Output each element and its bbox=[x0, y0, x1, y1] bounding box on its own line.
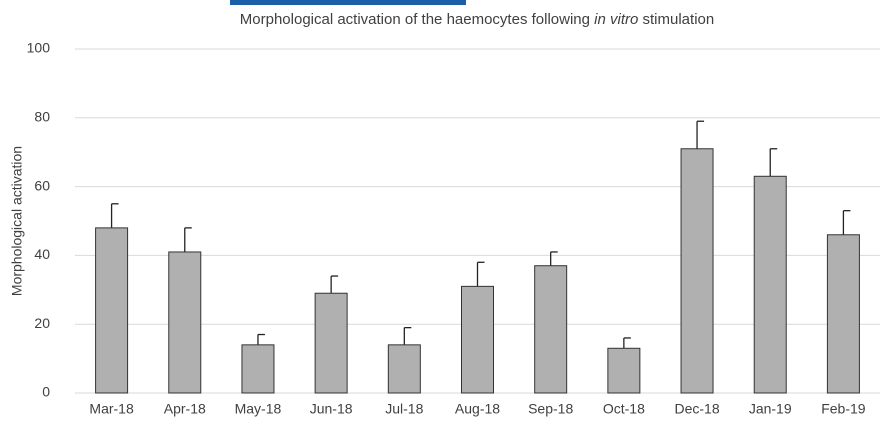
x-tick-label: Oct-18 bbox=[603, 401, 645, 417]
bar bbox=[607, 347, 641, 394]
bar bbox=[168, 251, 202, 394]
bar bbox=[314, 292, 348, 394]
y-tick-label: 100 bbox=[27, 40, 51, 56]
x-tick-label: Aug-18 bbox=[455, 401, 500, 417]
bar bbox=[95, 227, 129, 394]
x-tick-label: Feb-19 bbox=[821, 401, 866, 417]
x-tick-label: Apr-18 bbox=[164, 401, 206, 417]
bar bbox=[241, 344, 275, 394]
y-tick-label: 0 bbox=[42, 384, 50, 400]
x-tick-label: Mar-18 bbox=[89, 401, 134, 417]
bar bbox=[826, 234, 860, 394]
bar bbox=[753, 175, 787, 394]
x-tick-label: Dec-18 bbox=[674, 401, 719, 417]
chart-title: Morphological activation of the haemocyt… bbox=[240, 11, 714, 28]
title-part: in vitro bbox=[594, 11, 638, 28]
y-tick-label: 40 bbox=[34, 246, 50, 262]
y-tick-label: 20 bbox=[34, 315, 50, 331]
bar bbox=[461, 285, 494, 394]
y-tick-label: 80 bbox=[34, 109, 50, 125]
title-part: Morphological activation of the haemocyt… bbox=[240, 11, 594, 28]
x-tick-label: Jun-18 bbox=[310, 401, 353, 417]
cropped-image-edge bbox=[230, 0, 466, 5]
y-tick-label: 60 bbox=[34, 177, 50, 193]
bar bbox=[680, 148, 714, 394]
x-tick-label: May-18 bbox=[235, 401, 282, 417]
bar bbox=[534, 265, 568, 394]
bar bbox=[387, 344, 421, 394]
title-part: stimulation bbox=[638, 11, 714, 28]
y-axis-label: Morphological activation bbox=[9, 146, 25, 296]
x-tick-label: Sep-18 bbox=[528, 401, 573, 417]
x-tick-label: Jul-18 bbox=[385, 401, 423, 417]
x-tick-label: Jan-19 bbox=[749, 401, 792, 417]
